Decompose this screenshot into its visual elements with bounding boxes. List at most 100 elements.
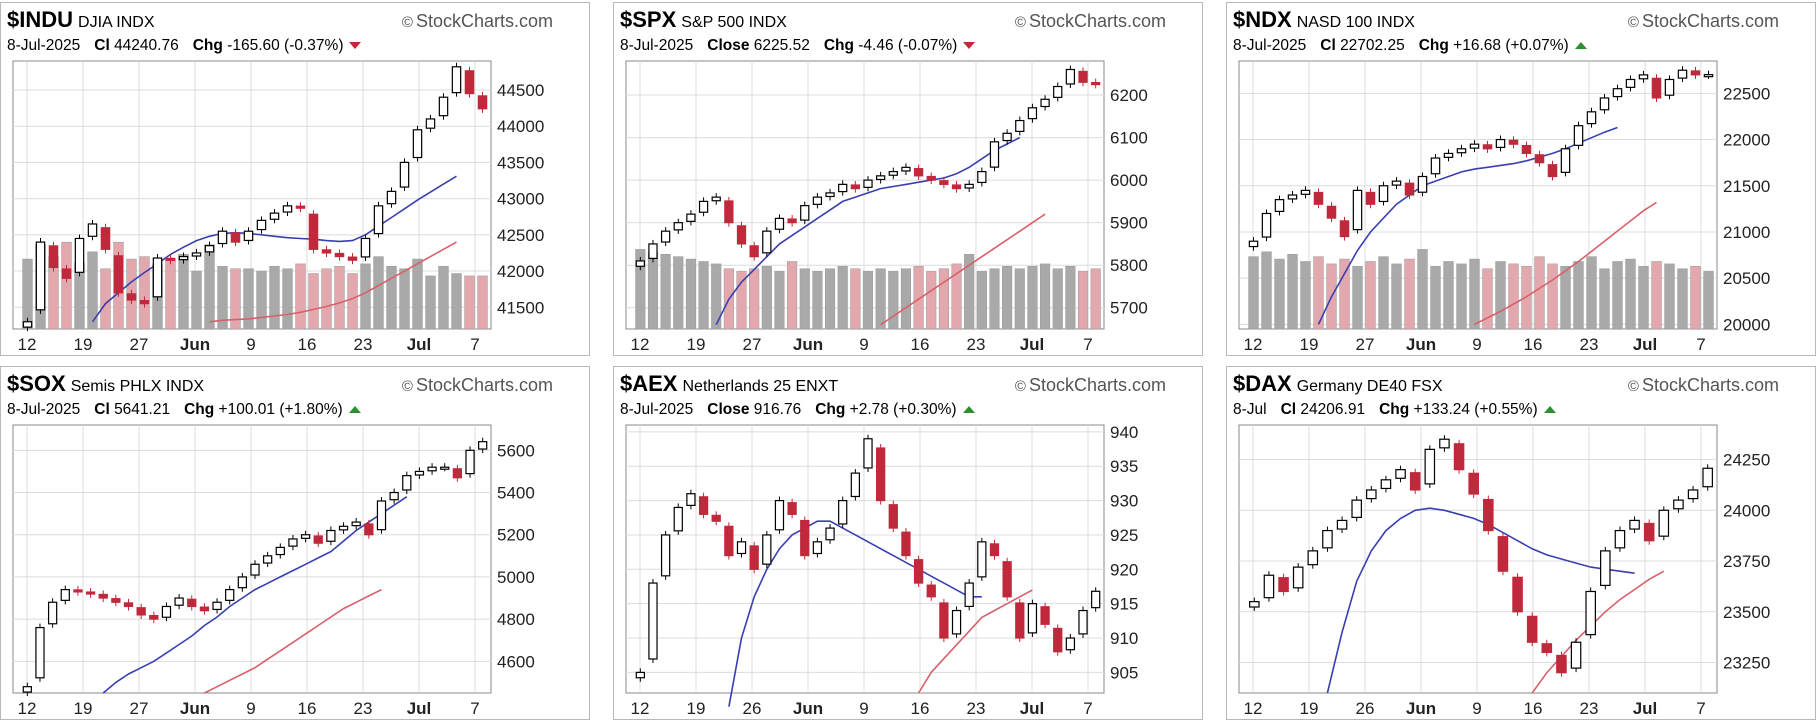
x-tick-label: 16 [298,699,317,718]
price-chart[interactable]: 5700 5800 5900 6000 6100 6200 12 19 27 Jun 9 16 23 Ju… [614,3,1203,356]
candle-body [1600,550,1611,586]
index-name: Germany DE40 [1296,378,1407,395]
volume-bar [139,256,150,330]
x-tick-label: Jul [1633,699,1658,718]
down-arrow-icon [963,42,976,50]
candle-body [1547,164,1558,178]
copyright-icon: © [1014,14,1026,31]
candle-body [1404,182,1415,196]
close-label: Cl [1280,401,1297,418]
candle-body [1365,191,1376,205]
candle-body [1417,175,1428,193]
candle-body [60,588,70,601]
quote-line: 8-Jul-2025 Close 916.76 Chg +2.78 (+0.30%) [620,401,1180,419]
chart-panel-ndx[interactable]: $NDX NASD 100 INDX © StockCharts.com 8-Jul… [1226,2,1816,356]
candle-body [901,166,911,172]
x-tick-label: 16 [911,335,930,354]
candle-body [295,205,306,209]
candle-body [951,609,962,635]
candle-body [412,129,423,159]
symbol: $SOX [7,371,66,396]
symbol-title: $DAX Germany DE40 FSX [1233,371,1443,397]
chart-panel-dax[interactable]: $DAX Germany DE40 FSX © StockCharts.com 8-… [1226,366,1816,720]
volume-bar [360,263,371,330]
price-chart[interactable]: 4600 4800 5000 5200 5400 5600 12 19 27 Jun 9 16 23 Ju… [1,367,590,720]
candle-body [243,230,254,242]
close-label: Close [707,37,750,54]
x-tick-label: 27 [1356,335,1375,354]
candle-body [774,499,785,531]
candle-body [1430,157,1441,175]
candle-body [762,534,772,565]
volume-bar [61,241,72,330]
volume-bar [1339,258,1350,330]
x-tick-label: Jun [1406,335,1436,354]
candle-body [800,519,810,557]
candle-body [1352,189,1363,231]
chart-panel-aex[interactable]: $AEX Netherlands 25 ENXT © StockCharts.com… [613,366,1203,720]
candle-body [1512,576,1523,613]
candle-body [1380,479,1392,490]
candle-body [635,260,645,267]
candle-body [1521,144,1532,155]
copyright-icon: © [401,378,413,395]
x-tick-label: 27 [743,335,762,354]
volume-bar [761,266,772,330]
exchange: INDX [748,14,787,31]
candle-body [123,602,134,608]
price-chart[interactable]: 41500 42000 42500 43000 43500 44000 44500 12 19 2… [1,3,590,356]
x-tick-label: 26 [743,699,762,718]
y-tick-label: 905 [1110,663,1138,682]
y-tick-label: 5600 [497,441,535,460]
y-tick-label: 6100 [1110,129,1148,148]
close-value: 5641.21 [114,401,171,418]
chart-panel-sox[interactable]: $SOX Semis PHLX INDX © StockCharts.com 8-J… [0,366,590,720]
price-chart[interactable]: 23250 23500 23750 24000 24250 12 19 26 Jun 9 16 23 J… [1227,367,1816,720]
candle-body [863,179,873,188]
volume-bar [736,270,747,330]
price-chart[interactable]: 20000 20500 21000 21500 22000 22500 12 19 27 Jun 9… [1227,3,1816,356]
watermark-text: StockCharts.com [1641,11,1779,31]
candle-body [736,541,747,555]
candle-body [230,232,241,243]
candle-body [1027,603,1038,634]
candle-body [1053,85,1063,98]
x-tick-label: 7 [470,335,479,354]
y-tick-label: 910 [1110,629,1138,648]
candle-body [1573,125,1584,146]
candle-body [85,591,96,595]
price-chart[interactable]: 905 910 915 920 925 930 935 940 12 19 26 Jun 9 16 23 Ju… [614,367,1203,720]
y-tick-label: 21500 [1723,177,1770,196]
candle-body [1339,220,1350,238]
x-tick-label: 16 [911,699,930,718]
candle-body [812,196,823,205]
candle-body [1625,78,1636,88]
volume-bar [964,253,975,330]
volume-bar [1248,256,1259,330]
volume-bar [1599,268,1610,330]
y-tick-label: 22000 [1723,131,1770,150]
candle-body [199,606,210,612]
volume-bar [749,268,760,330]
candle-body [187,598,197,608]
x-tick-label: 12 [1244,699,1263,718]
watermark: © StockCharts.com [402,11,553,32]
volume-bar [100,268,111,330]
candle-body [673,506,683,532]
candle-body [964,183,974,189]
quote-date: 8-Jul-2025 [7,37,81,54]
candle-body [1336,519,1348,530]
close-value: 6225.52 [753,37,810,54]
candle-body [477,95,488,110]
candle-body [1468,472,1479,495]
up-arrow-icon [1574,42,1587,50]
close-value: 916.76 [753,401,802,418]
volume-bar [1002,266,1013,330]
volume-bar [1261,251,1272,330]
y-tick-label: 935 [1110,457,1138,476]
series-name: S&P 500 INDX [681,14,787,31]
y-tick-label: 21000 [1723,223,1770,242]
chart-panel-indu[interactable]: $INDU DJIA INDX © StockCharts.com 8-Jul-20… [0,2,590,356]
candle-body [1570,641,1582,669]
chart-panel-spx[interactable]: $SPX S&P 500 INDX © StockCharts.com 8-Jul-… [613,2,1203,356]
